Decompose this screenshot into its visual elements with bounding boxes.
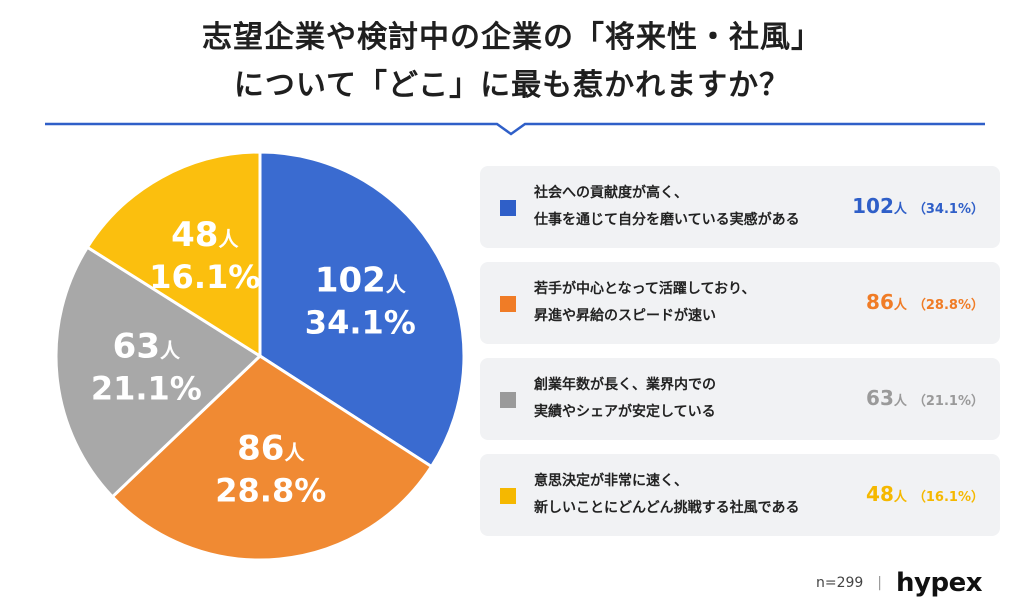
title-divider xyxy=(45,122,985,136)
legend-label-line2: 新しいことにどんどん挑戦する社風である xyxy=(534,500,800,516)
legend-label: 創業年数が長く、業界内での 実績やシェアが安定している xyxy=(534,372,716,426)
pie-slice-2 xyxy=(110,354,434,562)
pie-count-label: 48人 xyxy=(171,215,239,255)
legend-value: 102人 （34.1%） xyxy=(852,194,984,218)
legend-label-line2: 仕事を通じて自分を磨いている実感がある xyxy=(534,212,800,228)
footer: n=299 | hypex xyxy=(815,568,983,598)
legend-label: 意思決定が非常に速く、 新しいことにどんどん挑戦する社風である xyxy=(534,468,799,522)
legend-label: 社会への貢献度が高く、 仕事を通じて自分を磨いている実感がある xyxy=(534,180,800,234)
pie-count-label: 86人 xyxy=(237,429,305,469)
legend-percent: （34.1%） xyxy=(912,202,984,217)
legend-label-line1: 意思決定が非常に速く、 xyxy=(534,473,688,489)
chart-title: 志望企業や検討中の企業の「将来性・社風」 について「どこ」に最も惹かれますか？ xyxy=(0,14,1024,110)
pie-slice-3 xyxy=(54,245,263,499)
pie-percent-label: 34.1% xyxy=(305,303,416,341)
legend-swatch xyxy=(500,296,516,312)
pie-percent-label: 28.8% xyxy=(215,472,326,510)
legend-swatch xyxy=(500,200,516,216)
legend-unit: 人 xyxy=(893,298,907,313)
legend-label-line2: 実績やシェアが安定している xyxy=(534,404,716,420)
brand-logo: hypex xyxy=(896,568,982,598)
legend-item: 若手が中心となって活躍しており、 昇進や昇給のスピードが速い 86人 （28.8%… xyxy=(480,262,1000,344)
legend-label-line2: 昇進や昇給のスピードが速い xyxy=(534,308,716,324)
legend-label-line1: 社会への貢献度が高く、 xyxy=(534,185,688,201)
legend-label-line1: 若手が中心となって活躍しており、 xyxy=(534,281,756,297)
legend-unit: 人 xyxy=(893,490,907,505)
legend-value: 63人 （21.1%） xyxy=(866,386,984,410)
pie-count-label: 102人 xyxy=(315,260,407,300)
legend-count: 63 xyxy=(866,386,894,410)
legend-percent: （28.8%） xyxy=(912,298,984,313)
pie-percent-label: 16.1% xyxy=(149,258,260,296)
legend-percent: （16.1%） xyxy=(912,490,984,505)
legend-unit: 人 xyxy=(893,394,907,409)
pie-slice-4 xyxy=(85,150,262,359)
pie-count-label: 63人 xyxy=(113,326,181,366)
legend-percent: （21.1%） xyxy=(912,394,984,409)
legend-label: 若手が中心となって活躍しており、 昇進や昇給のスピードが速い xyxy=(534,276,755,330)
legend-swatch xyxy=(500,392,516,408)
legend-item: 意思決定が非常に速く、 新しいことにどんどん挑戦する社風である 48人 （16.1… xyxy=(480,454,1000,536)
legend-count: 48 xyxy=(866,482,894,506)
legend-count: 86 xyxy=(866,290,894,314)
sample-size: n=299 xyxy=(815,575,864,591)
legend-item: 社会への貢献度が高く、 仕事を通じて自分を磨いている実感がある 102人 （34.… xyxy=(480,166,1000,248)
legend-value: 48人 （16.1%） xyxy=(866,482,984,506)
pie-percent-label: 21.1% xyxy=(91,369,202,407)
legend-count: 102 xyxy=(852,194,894,218)
legend-swatch xyxy=(500,488,516,504)
legend-item: 創業年数が長く、業界内での 実績やシェアが安定している 63人 （21.1%） xyxy=(480,358,1000,440)
title-line-2: について「どこ」に最も惹かれますか？ xyxy=(233,68,791,103)
legend-value: 86人 （28.8%） xyxy=(866,290,984,314)
legend: 社会への貢献度が高く、 仕事を通じて自分を磨いている実感がある 102人 （34.… xyxy=(480,166,1000,550)
legend-label-line1: 創業年数が長く、業界内での xyxy=(534,377,716,393)
title-line-1: 志望企業や検討中の企業の「将来性・社風」 xyxy=(202,20,822,55)
legend-unit: 人 xyxy=(893,202,907,217)
footer-separator: | xyxy=(877,575,883,591)
